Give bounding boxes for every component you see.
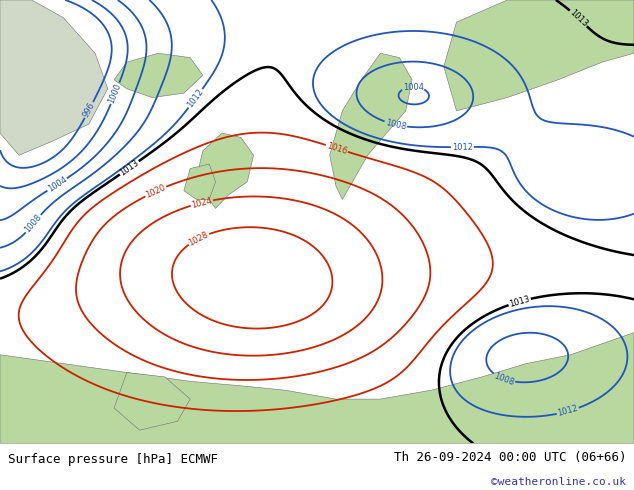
Polygon shape xyxy=(330,53,412,199)
Text: 1012: 1012 xyxy=(186,87,205,110)
Polygon shape xyxy=(444,0,634,111)
Text: Surface pressure [hPa] ECMWF: Surface pressure [hPa] ECMWF xyxy=(8,453,217,466)
Polygon shape xyxy=(114,372,190,430)
Text: 1028: 1028 xyxy=(187,230,210,247)
Text: Th 26-09-2024 00:00 UTC (06+66): Th 26-09-2024 00:00 UTC (06+66) xyxy=(394,451,626,464)
Polygon shape xyxy=(0,333,634,443)
Polygon shape xyxy=(0,0,108,155)
Text: 1013: 1013 xyxy=(118,158,141,177)
Text: 1008: 1008 xyxy=(493,371,515,387)
Polygon shape xyxy=(114,53,203,98)
Text: 1020: 1020 xyxy=(145,183,167,200)
Text: ©weatheronline.co.uk: ©weatheronline.co.uk xyxy=(491,477,626,487)
Text: 1016: 1016 xyxy=(325,141,348,156)
Text: 1008: 1008 xyxy=(384,118,407,131)
Polygon shape xyxy=(184,164,216,199)
Text: 1004: 1004 xyxy=(46,175,68,194)
Polygon shape xyxy=(197,133,254,208)
Text: 1013: 1013 xyxy=(567,8,589,29)
Text: 1024: 1024 xyxy=(191,196,213,210)
Text: 1000: 1000 xyxy=(107,82,123,105)
Text: 1012: 1012 xyxy=(557,404,579,418)
Text: 1004: 1004 xyxy=(403,82,424,92)
Text: 1012: 1012 xyxy=(452,143,473,151)
Text: 996: 996 xyxy=(81,101,96,119)
Text: 1008: 1008 xyxy=(23,213,44,235)
Text: 1013: 1013 xyxy=(508,294,531,309)
